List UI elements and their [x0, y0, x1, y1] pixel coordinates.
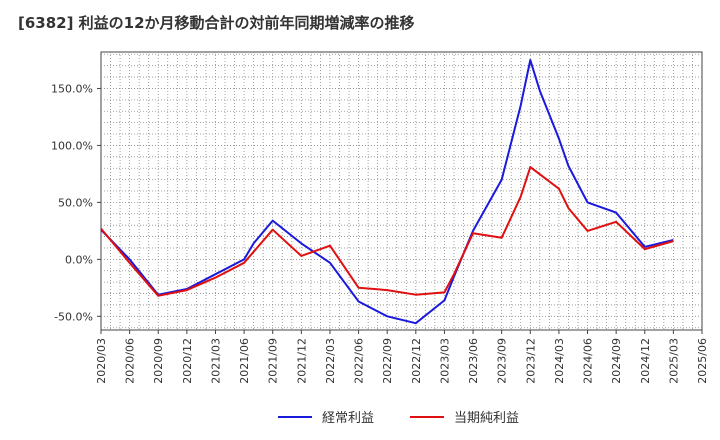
x-tick-label: 2020/09	[152, 338, 165, 384]
x-tick-label: 2022/09	[381, 338, 394, 384]
x-tick-label: 2024/12	[639, 338, 652, 384]
y-tick-label: 0.0%	[65, 253, 93, 266]
x-tick-label: 2020/12	[181, 338, 194, 384]
x-tick-label: 2023/06	[467, 338, 480, 384]
x-tick-label: 2020/06	[124, 338, 137, 384]
x-tick-label: 2025/03	[667, 338, 680, 384]
x-tick-label: 2024/09	[610, 338, 623, 384]
y-tick-label: 150.0%	[51, 82, 93, 95]
chart-title: [6382] 利益の12か月移動合計の対前年同期増減率の推移	[18, 14, 415, 32]
x-tick-label: 2024/03	[553, 338, 566, 384]
x-tick-label: 2021/12	[295, 338, 308, 384]
legend-label: 経常利益	[322, 411, 374, 426]
x-tick-label: 2021/06	[238, 338, 251, 384]
axis-layer: -50.0% 0.0% 50.0% 100.0% 150.0% 2020/03 2020/0…	[51, 82, 709, 383]
legend-layer: 経常利益 当期純利益	[278, 411, 519, 426]
x-tick-label: 2024/06	[582, 338, 595, 384]
x-tick-label: 2021/09	[267, 338, 280, 384]
x-tick-label: 2025/06	[696, 338, 709, 384]
series-line-1	[100, 59, 674, 325]
y-tick-label: -50.0%	[54, 310, 93, 323]
x-tick-label: 2022/03	[324, 338, 337, 384]
x-tick-label: 2023/12	[524, 338, 537, 384]
legend-label: 当期純利益	[454, 411, 519, 426]
x-tick-label: 2023/09	[496, 338, 509, 384]
series-layer	[100, 59, 674, 325]
y-tick-label: 50.0%	[58, 196, 93, 209]
x-tick-label: 2023/03	[438, 338, 451, 384]
x-tick-label: 2020/03	[95, 338, 108, 384]
y-tick-label: 100.0%	[51, 139, 93, 152]
x-tick-label: 2022/06	[353, 338, 366, 384]
x-tick-label: 2021/03	[209, 338, 222, 384]
x-tick-label: 2022/12	[410, 338, 423, 384]
series-line-2	[100, 166, 674, 297]
